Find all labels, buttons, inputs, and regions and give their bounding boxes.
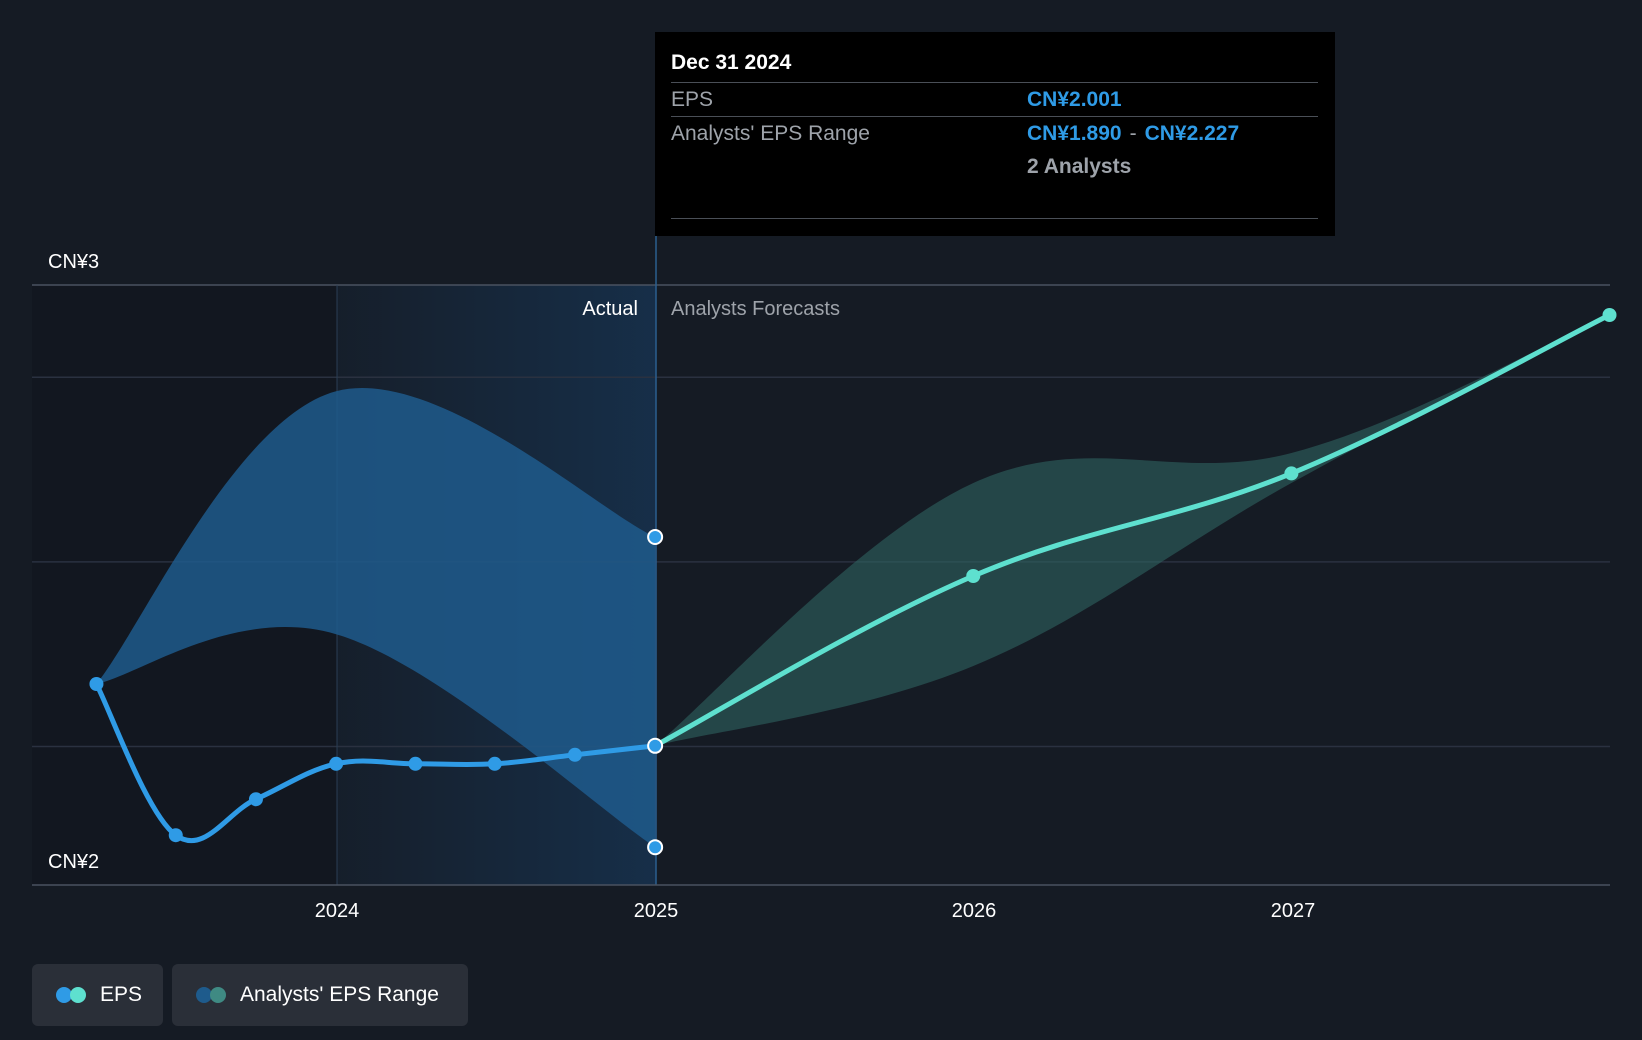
tooltip-eps-label: EPS [671, 88, 714, 111]
y-label-bottom: CN¥2 [48, 851, 99, 873]
tooltip-divider [671, 218, 1318, 219]
range-low-point [647, 839, 664, 856]
tooltip-range-low: CN¥1.890 [1027, 122, 1122, 145]
legend-eps[interactable]: EPS [32, 964, 163, 1026]
legend-range[interactable]: Analysts' EPS Range [172, 964, 468, 1026]
eps-forecast-point [1602, 308, 1617, 322]
eps-actual-point [567, 747, 582, 762]
tooltip-analysts: 2 Analysts [1027, 155, 1132, 178]
range-high-point [647, 529, 664, 545]
eps-actual-point [487, 756, 502, 771]
x-tick-2027: 2027 [1271, 900, 1316, 922]
eps-actual-point [329, 756, 344, 771]
eps-actual-point [647, 737, 664, 754]
actual-label: Actual [582, 298, 638, 320]
tooltip-analysts-row: 2 Analysts [671, 150, 1318, 183]
eps-actual-point [248, 792, 263, 807]
tooltip-range-sep: - [1129, 122, 1137, 145]
tooltip-eps-value: CN¥2.001 [1027, 88, 1122, 111]
eps-forecast-line [652, 312, 1612, 749]
range-legend-icon [196, 986, 228, 1004]
legend-range-label: Analysts' EPS Range [240, 983, 439, 1006]
x-tick-2026: 2026 [952, 900, 997, 922]
forecast-label: Analysts Forecasts [671, 298, 840, 320]
tooltip-date: Dec 31 2024 [671, 48, 1318, 83]
eps-points [89, 308, 1617, 856]
x-tick-2025: 2025 [634, 900, 679, 922]
eps-actual-point [168, 828, 183, 843]
eps-legend-icon [56, 986, 88, 1004]
tooltip: Dec 31 2024 EPS CN¥2.001 Analysts' EPS R… [655, 32, 1335, 236]
tooltip-range-row: Analysts' EPS Range CN¥1.890 - CN¥2.227 [671, 117, 1318, 150]
tooltip-range-label: Analysts' EPS Range [671, 122, 870, 145]
tooltip-eps-row: EPS CN¥2.001 [671, 83, 1318, 117]
tooltip-range-high: CN¥2.227 [1144, 122, 1240, 145]
x-tick-2024: 2024 [315, 900, 360, 922]
range-bands [96, 315, 1610, 848]
forecast-range-band [655, 315, 1610, 746]
eps-forecast-point [966, 569, 981, 583]
eps-actual-point [89, 677, 104, 691]
legend-eps-label: EPS [100, 983, 143, 1006]
y-label-top: CN¥3 [48, 251, 99, 273]
eps-forecast-point [1284, 466, 1299, 481]
actual-range-band [96, 388, 656, 848]
eps-actual-point [408, 756, 423, 771]
grid [32, 284, 1610, 885]
